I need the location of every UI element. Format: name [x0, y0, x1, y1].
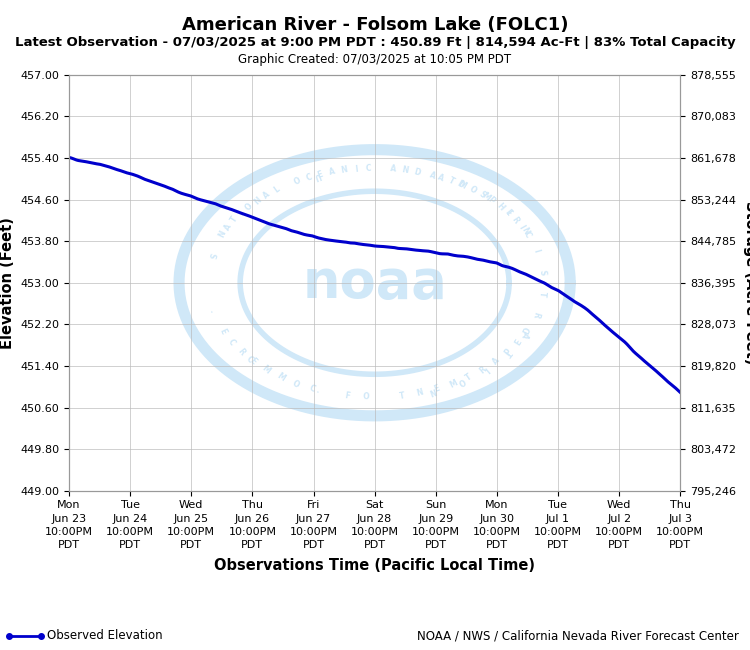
Text: N: N: [519, 226, 530, 236]
Text: E: E: [248, 357, 258, 367]
Text: C: C: [308, 384, 316, 395]
Y-axis label: Elevation (Feet): Elevation (Feet): [0, 217, 14, 348]
Text: American River - Folsom Lake (FOLC1): American River - Folsom Lake (FOLC1): [182, 16, 568, 34]
Text: I: I: [531, 248, 541, 254]
Text: R: R: [509, 215, 520, 225]
Text: T: T: [229, 215, 239, 224]
Text: H: H: [494, 201, 506, 212]
Text: T: T: [464, 372, 473, 383]
Text: S: S: [537, 269, 547, 275]
Text: O: O: [244, 201, 255, 212]
Text: C: C: [522, 230, 532, 239]
Text: S: S: [206, 252, 217, 259]
Text: O: O: [467, 184, 478, 196]
Text: E: E: [433, 384, 441, 394]
Text: .: .: [245, 202, 254, 211]
Text: .: .: [314, 385, 320, 395]
Text: S: S: [477, 190, 488, 200]
Text: A: A: [223, 222, 233, 231]
Text: O: O: [291, 378, 301, 389]
Text: F: F: [344, 391, 351, 400]
Text: I: I: [354, 164, 358, 174]
Text: I: I: [482, 364, 490, 372]
Text: P: P: [503, 347, 514, 358]
Text: M: M: [260, 364, 272, 376]
Text: E: E: [513, 337, 523, 346]
Text: D: D: [455, 179, 466, 190]
Text: C: C: [304, 172, 313, 183]
Text: E: E: [217, 327, 227, 335]
Text: C: C: [244, 354, 255, 365]
Text: M: M: [480, 191, 492, 203]
Text: A: A: [436, 172, 445, 183]
Text: Graphic Created: 07/03/2025 at 10:05 PM PDT: Graphic Created: 07/03/2025 at 10:05 PM …: [238, 53, 512, 66]
X-axis label: Observations Time (Pacific Local Time): Observations Time (Pacific Local Time): [214, 558, 536, 573]
Text: C: C: [226, 337, 236, 346]
Text: A: A: [390, 164, 397, 174]
Text: I: I: [517, 224, 526, 230]
Text: O: O: [455, 376, 466, 387]
Text: T: T: [503, 348, 513, 358]
Text: L: L: [272, 185, 281, 195]
Text: NOAA / NWS / California Nevada River Forecast Center: NOAA / NWS / California Nevada River For…: [417, 629, 739, 642]
Text: A: A: [328, 167, 336, 177]
Y-axis label: Storage (Acre-Feet): Storage (Acre-Feet): [743, 201, 750, 365]
Text: noaa: noaa: [302, 257, 447, 309]
Text: I: I: [237, 209, 246, 217]
Text: M: M: [448, 378, 459, 390]
Text: A: A: [427, 170, 436, 181]
Text: A: A: [519, 330, 530, 339]
Text: N: N: [340, 165, 348, 176]
Text: Latest Observation - 07/03/2025 at 9:00 PM PDT : 450.89 Ft | 814,594 Ac-Ft | 83%: Latest Observation - 07/03/2025 at 9:00 …: [15, 36, 735, 49]
Text: N: N: [217, 229, 228, 239]
Text: I: I: [503, 209, 512, 216]
Text: T: T: [398, 391, 405, 400]
Text: R: R: [531, 311, 542, 318]
Text: U: U: [313, 170, 322, 181]
Text: .: .: [207, 308, 216, 313]
Text: O: O: [292, 176, 302, 187]
Text: D: D: [521, 326, 532, 336]
Text: A: A: [491, 356, 502, 367]
Text: E: E: [503, 208, 513, 218]
Text: A: A: [262, 190, 272, 200]
Text: N: N: [427, 385, 436, 396]
Text: P: P: [486, 195, 496, 206]
Text: M: M: [457, 179, 468, 191]
Text: M: M: [274, 372, 286, 383]
Text: N: N: [252, 195, 263, 206]
Text: O: O: [362, 393, 369, 402]
Text: C: C: [365, 164, 371, 173]
Text: R: R: [478, 365, 488, 376]
Text: N: N: [401, 165, 410, 176]
Text: Observed Elevation: Observed Elevation: [46, 629, 162, 642]
Text: T: T: [447, 176, 456, 187]
Text: R: R: [236, 347, 247, 358]
Text: D: D: [413, 167, 422, 177]
Text: N: N: [416, 388, 424, 398]
Text: T: T: [537, 291, 547, 296]
Text: E: E: [316, 170, 324, 179]
